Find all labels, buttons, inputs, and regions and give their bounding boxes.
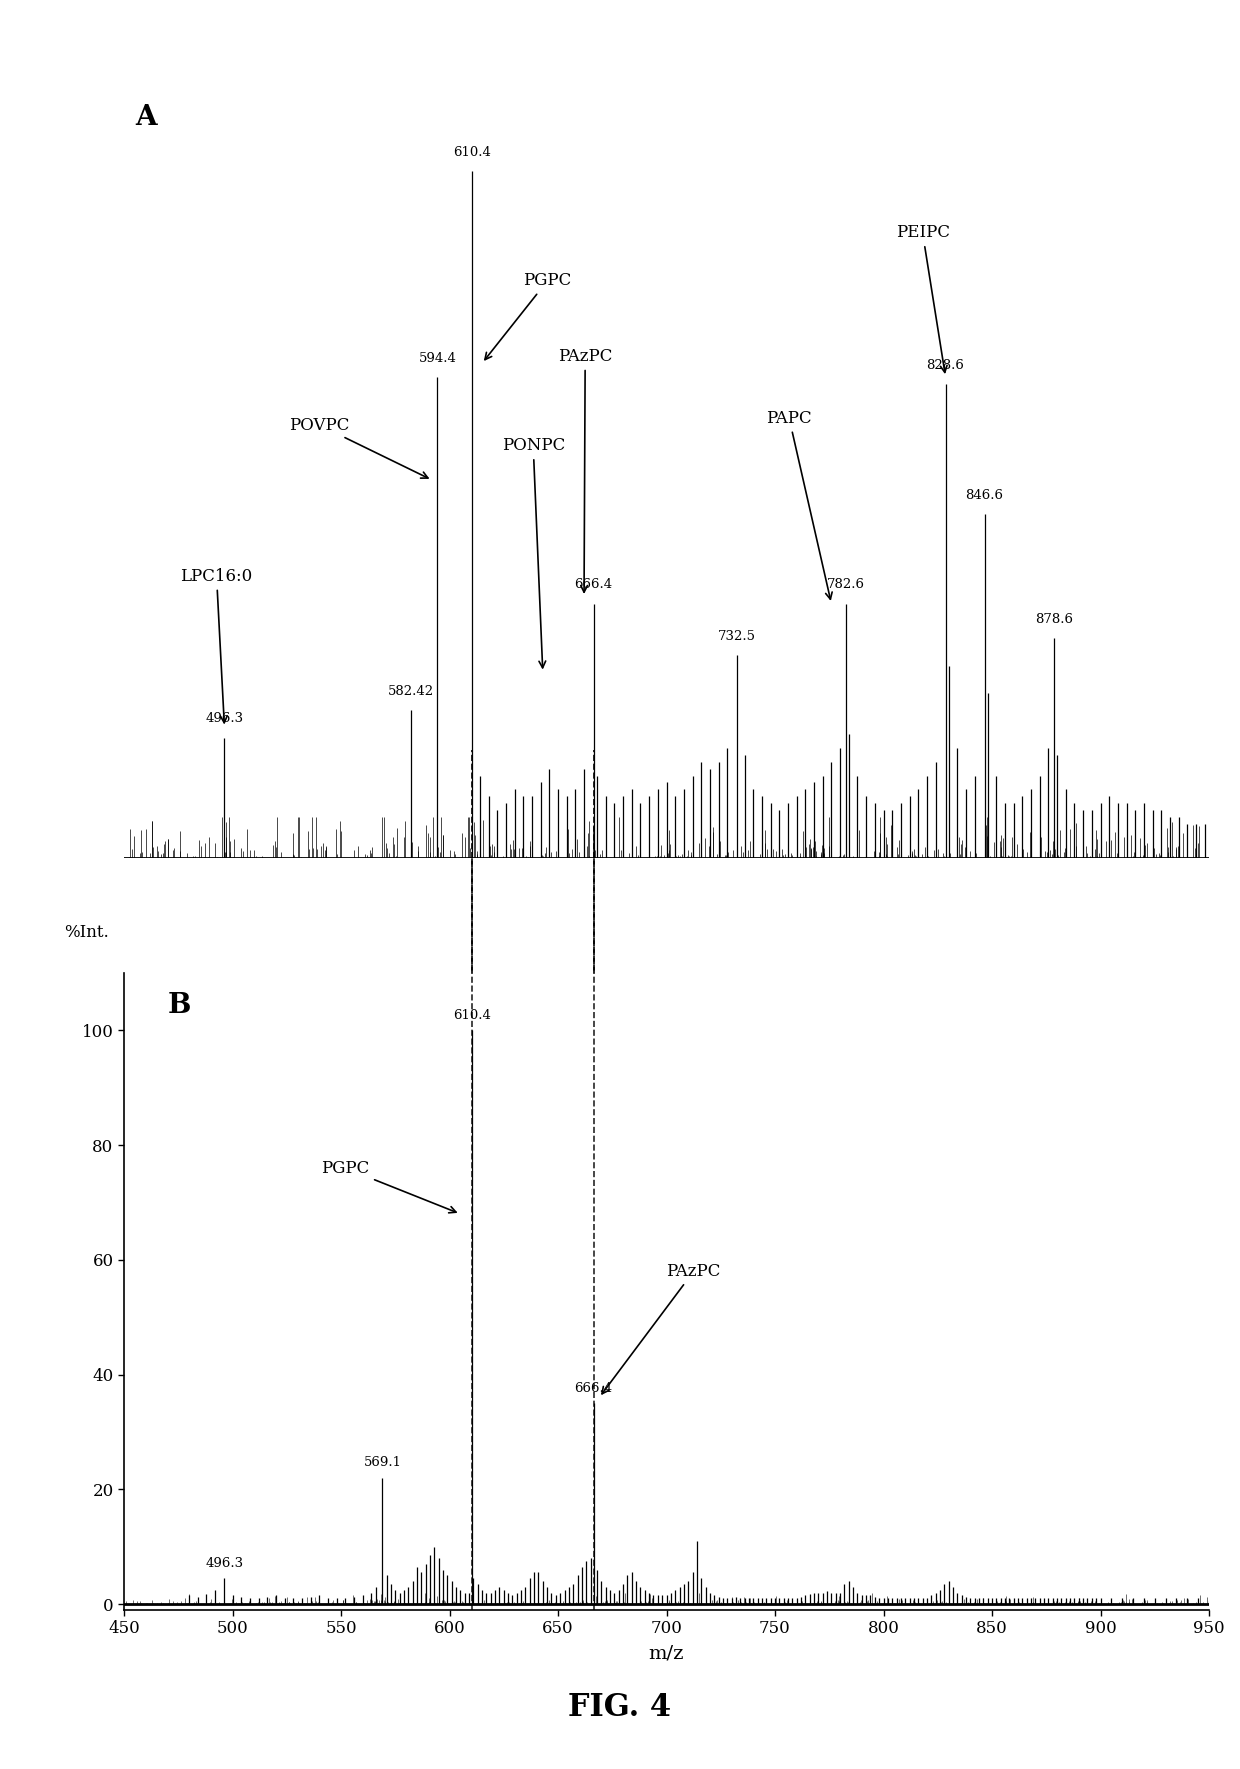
Text: 610.4: 610.4 [453,145,491,159]
Text: 846.6: 846.6 [966,488,1003,502]
Text: 828.6: 828.6 [926,359,965,371]
Text: LPC16:0: LPC16:0 [181,568,253,724]
Text: 496.3: 496.3 [206,1557,243,1569]
Text: PGPC: PGPC [485,272,572,359]
Text: FIG. 4: FIG. 4 [568,1691,672,1723]
X-axis label: m/z: m/z [649,1643,684,1663]
Text: 594.4: 594.4 [418,352,456,364]
Text: B: B [167,992,191,1019]
Text: 878.6: 878.6 [1035,612,1073,626]
Text: 610.4: 610.4 [453,1008,491,1022]
Text: %Int.: %Int. [64,923,109,941]
Text: PAPC: PAPC [766,410,832,600]
Text: 569.1: 569.1 [363,1456,402,1470]
Text: 496.3: 496.3 [206,713,243,725]
Text: 732.5: 732.5 [718,630,756,642]
Text: A: A [135,104,156,131]
Text: PGPC: PGPC [321,1159,456,1214]
Text: PEIPC: PEIPC [895,225,950,373]
Text: PAzPC: PAzPC [601,1263,720,1394]
Text: POVPC: POVPC [289,417,428,478]
Text: PAzPC: PAzPC [558,348,613,593]
Text: 666.4: 666.4 [574,578,613,591]
Text: 782.6: 782.6 [827,578,864,591]
Text: PONPC: PONPC [501,437,565,669]
Text: 582.42: 582.42 [388,685,434,699]
Text: 666.4: 666.4 [574,1382,613,1394]
